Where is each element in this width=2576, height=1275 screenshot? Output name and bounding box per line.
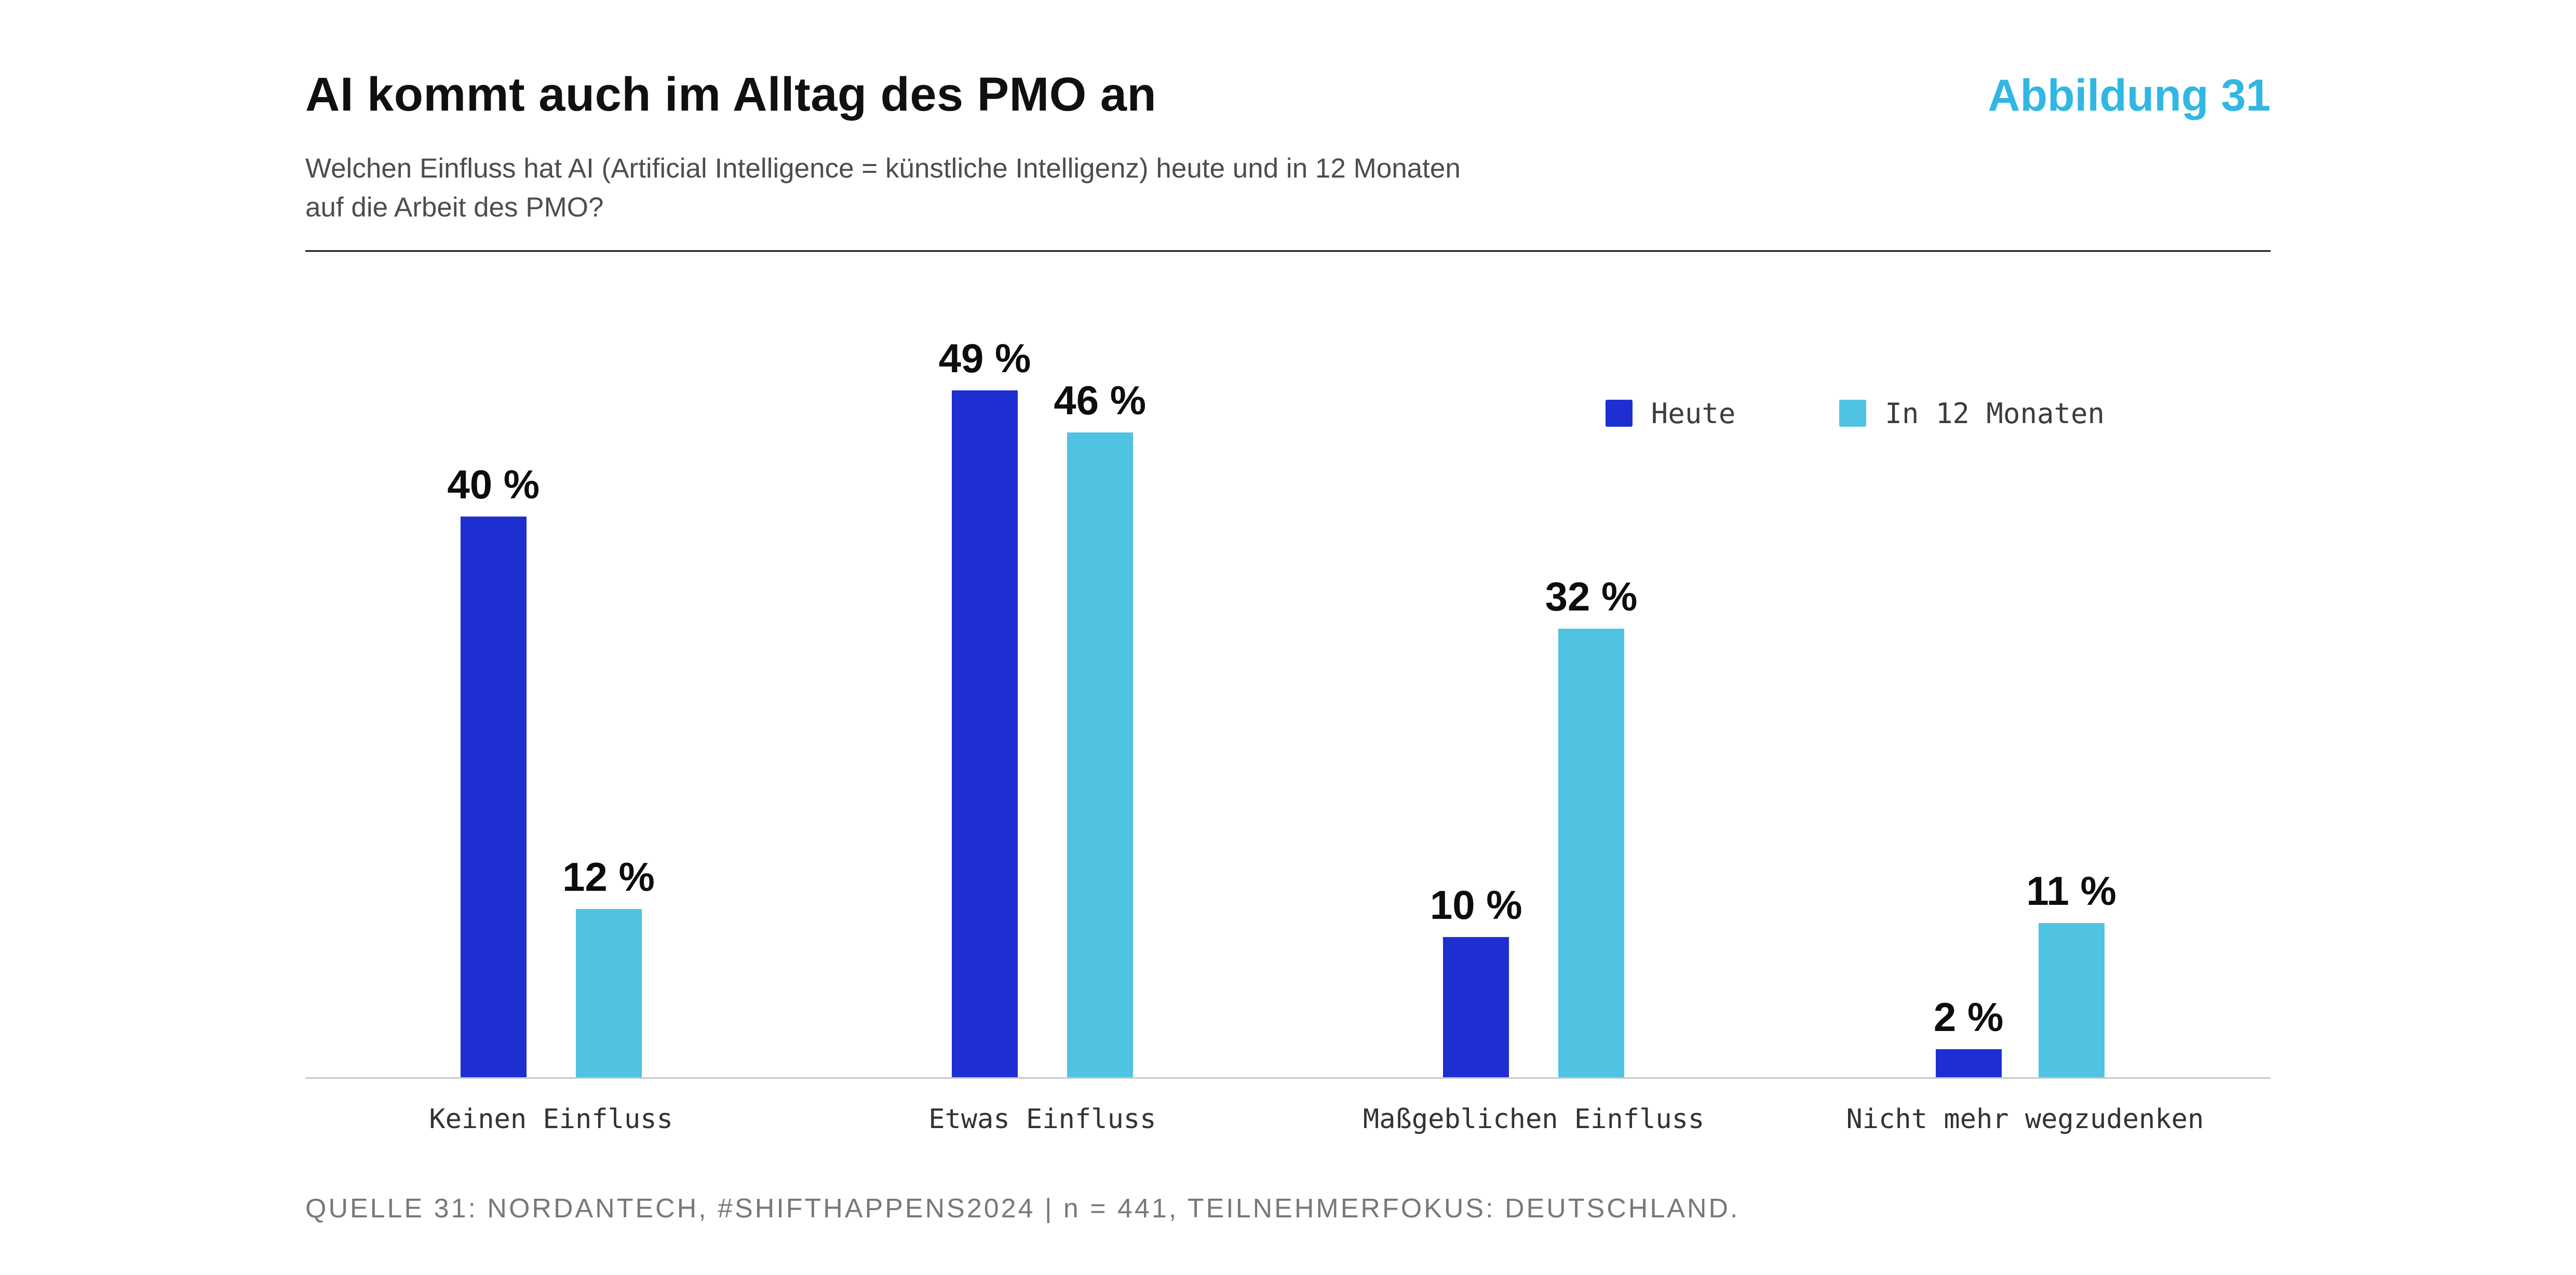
- legend-swatch: [1605, 400, 1633, 427]
- category-axis: Keinen Einfluss Etwas Einfluss Maßgebliche…: [305, 1104, 2271, 1135]
- bar: [1443, 937, 1509, 1077]
- bar-with-label: 2 %: [1934, 994, 2003, 1077]
- figure-label: Abbildung 31: [1988, 71, 2271, 120]
- bar-value-label: 40 %: [447, 461, 540, 507]
- bar-with-label: 46 %: [1054, 377, 1146, 1077]
- bar-group: 2 % 11 %: [1779, 867, 2271, 1077]
- header-divider: [305, 250, 2271, 252]
- bar-value-label: 46 %: [1054, 377, 1147, 423]
- bar: [951, 390, 1018, 1077]
- bar: [575, 908, 642, 1077]
- bar-group: 40 % 12 %: [305, 461, 797, 1077]
- legend-item: In 12 Monaten: [1839, 397, 2105, 430]
- header: AI kommt auch im Alltag des PMO an Abbil…: [305, 67, 2271, 122]
- bar-value-label: 10 %: [1429, 881, 1522, 928]
- bar-with-label: 12 %: [562, 853, 655, 1077]
- category-label: Keinen Einfluss: [429, 1103, 673, 1135]
- chart-legend: Heute In 12 Monaten: [1605, 397, 2105, 430]
- bar-group: 49 % 46 %: [797, 335, 1288, 1077]
- bar-value-label: 11 %: [2026, 867, 2116, 914]
- bar-with-label: 49 %: [939, 335, 1031, 1077]
- bar-value-label: 2 %: [1933, 994, 2004, 1040]
- bar-value-label: 32 %: [1545, 573, 1638, 619]
- category-label: Nicht mehr wegzudenken: [1846, 1103, 2204, 1135]
- bar-with-label: 11 %: [2026, 867, 2116, 1077]
- subtitle-line-1: Welchen Einfluss hat AI (Artificial Inte…: [305, 153, 1461, 184]
- subtitle-line-2: auf die Arbeit des PMO?: [305, 192, 604, 223]
- chart-subtitle: Welchen Einfluss hat AI (Artificial Inte…: [305, 149, 2271, 227]
- page-title: AI kommt auch im Alltag des PMO an: [305, 68, 1157, 121]
- bar: [460, 516, 527, 1077]
- x-axis-line: [305, 1077, 2271, 1079]
- bar-with-label: 32 %: [1545, 573, 1638, 1077]
- bar: [2038, 923, 2105, 1077]
- bar: [1558, 628, 1625, 1077]
- bar-with-label: 10 %: [1430, 881, 1522, 1077]
- category-label: Etwas Einfluss: [928, 1103, 1156, 1135]
- bar-value-label: 12 %: [562, 853, 655, 900]
- bar-with-label: 40 %: [447, 461, 540, 1077]
- bar-value-label: 49 %: [938, 335, 1031, 381]
- legend-label: Heute: [1651, 397, 1736, 430]
- bar: [1935, 1049, 2002, 1077]
- bar-group: 10 % 32 %: [1288, 573, 1779, 1077]
- plot-area: 40 % 12 % 49 % 46 % 10 % 32 % 2 % 11 %: [305, 309, 2271, 1077]
- legend-swatch: [1839, 400, 1867, 427]
- bar: [1067, 432, 1133, 1077]
- source-note: QUELLE 31: NORDANTECH, #SHIFTHAPPENS2024…: [305, 1193, 1740, 1224]
- bar-chart: Heute In 12 Monaten 40 % 12 % 49 % 46 % 10 % 3…: [305, 309, 2271, 1135]
- category-label: Maßgeblichen Einfluss: [1363, 1103, 1705, 1135]
- legend-item: Heute: [1605, 397, 1736, 430]
- legend-label: In 12 Monaten: [1885, 397, 2105, 430]
